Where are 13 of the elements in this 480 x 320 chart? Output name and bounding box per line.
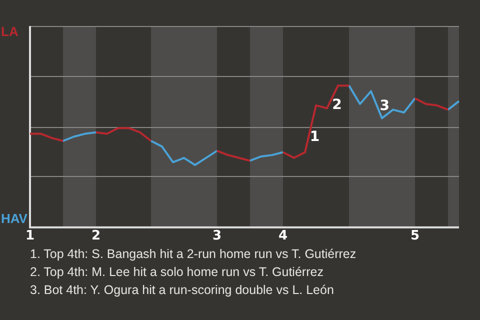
annotation: 1 — [310, 128, 320, 145]
text: 1. Top 4th: S. Bangash hit a 2-run home run vs T. Gutiérrez — [30, 246, 356, 263]
x-tick-label: 1 — [25, 228, 35, 244]
annotation: 3 — [380, 98, 390, 114]
x-tick-label: 3 — [212, 228, 222, 244]
text: 2. Top 4th: M. Lee hit a solo home run vs T. Gutiérrez — [30, 264, 324, 281]
x-tick-label: 2 — [91, 228, 101, 244]
text: 3. Bot 4th: Y. Ogura hit a run-scoring double vs L. León — [30, 282, 335, 299]
text: LA — [1, 24, 18, 39]
annotation: 2 — [332, 96, 342, 113]
text: HAV — [1, 211, 28, 226]
x-tick-label: 5 — [410, 228, 420, 244]
x-tick-label: 4 — [278, 228, 288, 244]
